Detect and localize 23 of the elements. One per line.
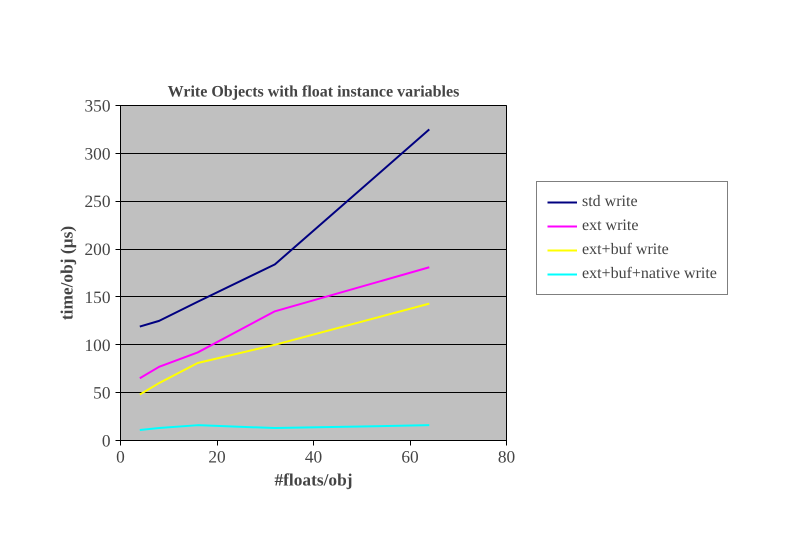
y-tick-label: 300 xyxy=(84,144,111,164)
legend-label: std write xyxy=(582,193,638,211)
y-tick-label: 350 xyxy=(84,96,111,116)
legend-label: ext write xyxy=(582,217,638,235)
x-axis-title: #floats/obj xyxy=(274,470,352,490)
y-tick-label: 50 xyxy=(93,384,110,403)
line-series xyxy=(138,128,430,328)
y-tick-label: 100 xyxy=(84,336,111,355)
legend-label: ext+buf+native write xyxy=(582,265,717,283)
y-tick-label: 200 xyxy=(84,240,111,260)
line-series xyxy=(138,266,430,380)
y-axis-title: time/obj (µs) xyxy=(58,226,77,320)
y-tick-label: 250 xyxy=(84,192,111,212)
x-tick-label: 40 xyxy=(304,448,322,466)
x-tick-label: 60 xyxy=(401,448,419,466)
chart-title: Write Objects with float instance variables xyxy=(168,84,460,100)
y-tick-label: 150 xyxy=(84,288,111,307)
legend-label: ext+buf write xyxy=(582,241,669,259)
x-tick-label: 20 xyxy=(208,448,226,466)
x-tick-label: 0 xyxy=(116,448,125,466)
y-tick-label: 0 xyxy=(102,432,111,450)
line-series xyxy=(138,302,430,396)
x-tick-label: 80 xyxy=(498,448,516,466)
